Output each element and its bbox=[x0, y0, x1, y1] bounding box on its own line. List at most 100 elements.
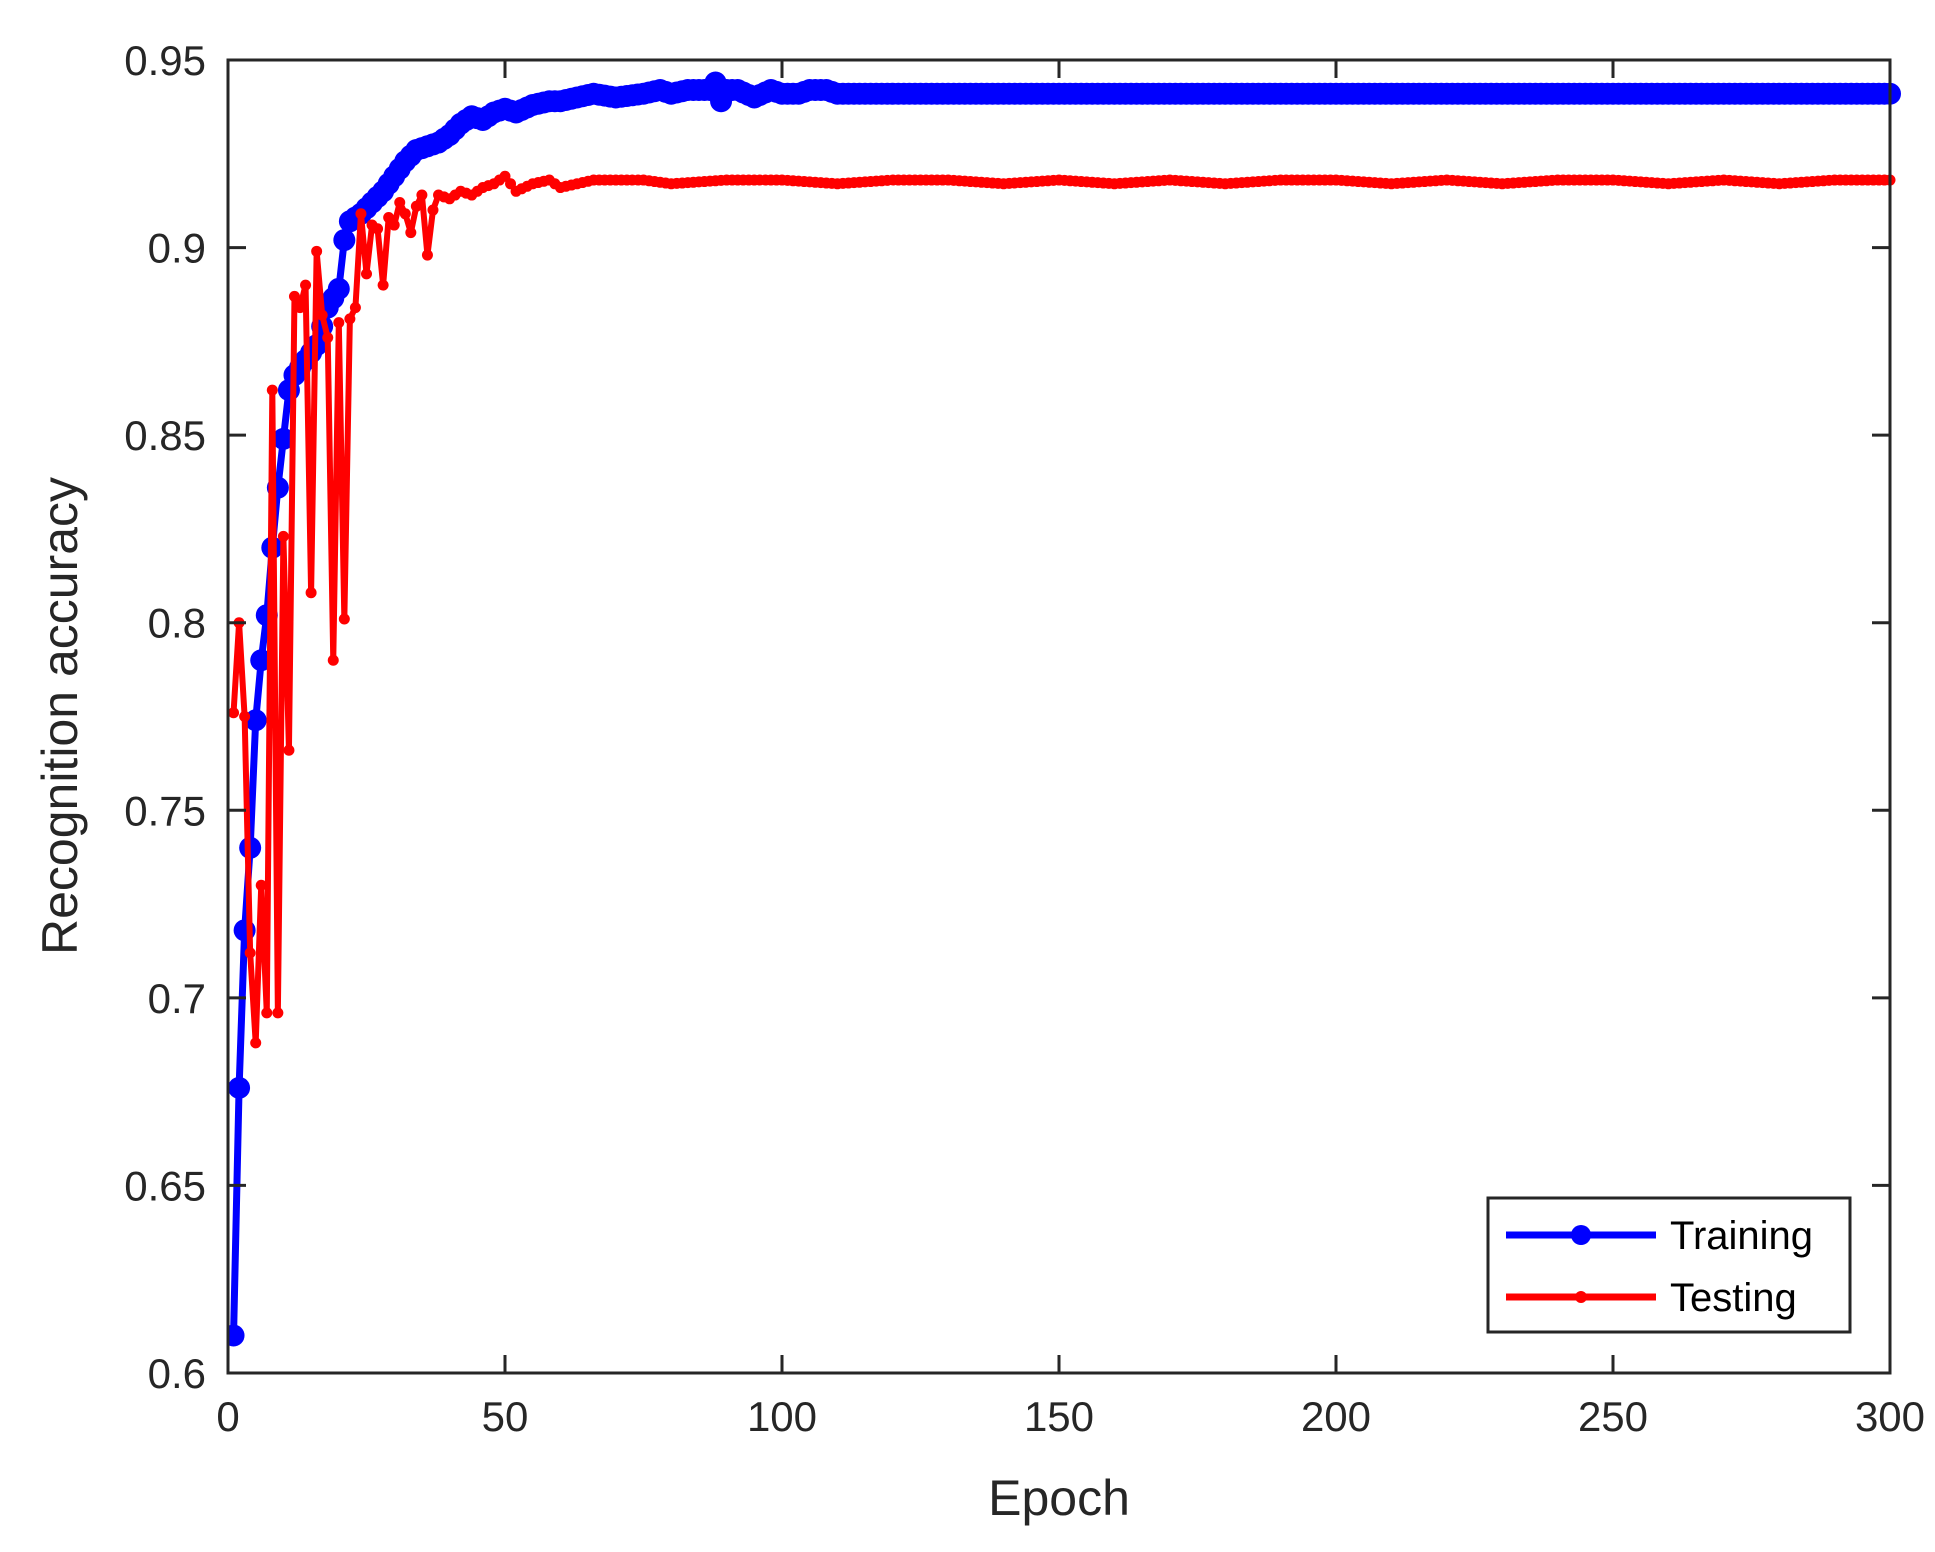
data-point-testing bbox=[438, 191, 450, 203]
data-point-testing bbox=[405, 227, 417, 239]
x-axis-title: Epoch bbox=[988, 1470, 1130, 1526]
data-point-testing bbox=[471, 185, 483, 197]
x-tick-label: 200 bbox=[1301, 1393, 1371, 1440]
data-point-testing bbox=[521, 180, 533, 192]
x-tick-label: 0 bbox=[216, 1393, 239, 1440]
data-point-testing bbox=[582, 175, 594, 187]
data-point-testing bbox=[266, 384, 278, 396]
data-point-training bbox=[322, 287, 345, 310]
x-tick-label: 50 bbox=[482, 1393, 529, 1440]
data-point-testing bbox=[770, 174, 782, 186]
y-tick-label: 0.95 bbox=[124, 37, 206, 84]
data-point-testing bbox=[1768, 177, 1780, 189]
data-point-testing bbox=[1435, 174, 1447, 186]
series-layer bbox=[228, 71, 1901, 1347]
data-point-testing bbox=[383, 212, 395, 224]
data-point-testing bbox=[399, 208, 411, 220]
data-point-training bbox=[272, 427, 295, 450]
y-tick-label: 0.6 bbox=[148, 1350, 206, 1397]
data-point-training bbox=[228, 1324, 245, 1347]
data-point-training bbox=[250, 649, 273, 672]
data-point-testing bbox=[460, 187, 472, 199]
data-point-testing bbox=[1712, 174, 1724, 186]
y-tick-label: 0.7 bbox=[148, 975, 206, 1022]
plot-background bbox=[228, 60, 1890, 1373]
data-point-training bbox=[377, 172, 400, 195]
y-axis-title: Recognition accuracy bbox=[32, 477, 88, 955]
data-point-testing bbox=[244, 947, 256, 959]
data-point-training bbox=[228, 1076, 251, 1099]
data-point-testing bbox=[338, 613, 350, 625]
data-point-testing bbox=[505, 178, 517, 190]
data-point-testing bbox=[377, 279, 389, 291]
data-point-testing bbox=[361, 268, 372, 280]
data-point-testing bbox=[311, 245, 323, 257]
data-point-testing bbox=[410, 200, 422, 212]
data-point-testing bbox=[1380, 177, 1392, 189]
data-point-testing bbox=[660, 177, 672, 189]
legend-marker-training bbox=[1571, 1225, 1591, 1245]
data-point-testing bbox=[449, 189, 461, 201]
data-point-testing bbox=[1601, 174, 1613, 186]
data-point-testing bbox=[294, 302, 306, 314]
data-point-testing bbox=[482, 180, 494, 192]
data-point-testing bbox=[992, 177, 1004, 189]
data-point-testing bbox=[1491, 177, 1503, 189]
data-point-testing bbox=[1657, 177, 1669, 189]
y-tick-label: 0.65 bbox=[124, 1162, 206, 1209]
data-point-testing bbox=[372, 223, 384, 235]
data-point-testing bbox=[493, 174, 505, 186]
data-point-training bbox=[244, 709, 267, 732]
y-tick-label: 0.9 bbox=[148, 225, 206, 272]
data-point-testing bbox=[394, 197, 406, 209]
y-tick-label: 0.75 bbox=[124, 787, 206, 834]
data-point-testing bbox=[283, 744, 295, 756]
data-point-testing bbox=[344, 313, 356, 325]
x-tick-label: 150 bbox=[1024, 1393, 1094, 1440]
data-point-testing bbox=[349, 302, 361, 314]
data-point-training bbox=[300, 341, 323, 364]
x-tick-label: 250 bbox=[1578, 1393, 1648, 1440]
data-point-testing bbox=[1546, 174, 1558, 186]
data-point-testing bbox=[427, 204, 439, 216]
data-point-testing bbox=[416, 189, 428, 201]
legend-marker-testing bbox=[1575, 1291, 1587, 1303]
x-tick-label: 100 bbox=[747, 1393, 817, 1440]
data-point-testing bbox=[288, 290, 300, 302]
data-point-testing bbox=[1324, 174, 1336, 186]
data-point-training bbox=[693, 79, 716, 102]
legend-label-training: Training bbox=[1670, 1214, 1813, 1258]
data-point-testing bbox=[1269, 174, 1281, 186]
data-point-testing bbox=[355, 208, 367, 220]
y-tick-label: 0.8 bbox=[148, 600, 206, 647]
data-point-testing bbox=[937, 174, 949, 186]
data-point-testing bbox=[604, 174, 616, 186]
data-point-testing bbox=[565, 179, 577, 191]
data-point-training bbox=[333, 229, 356, 252]
data-point-testing bbox=[715, 174, 727, 186]
data-point-testing bbox=[239, 711, 251, 722]
data-point-testing bbox=[538, 175, 550, 187]
data-point-testing bbox=[277, 530, 289, 542]
data-point-testing bbox=[421, 249, 433, 261]
data-point-testing bbox=[300, 279, 312, 291]
data-point-testing bbox=[1158, 174, 1170, 186]
tick-labels-layer: 0 50 100 150 200 250 300 0.6 0.65 0.7 0.75 0.8 0.85 0… bbox=[124, 37, 1925, 1440]
data-point-testing bbox=[327, 654, 339, 666]
data-point-testing bbox=[826, 177, 838, 189]
data-point-testing bbox=[388, 219, 400, 231]
legend: Training Testing bbox=[1486, 1196, 1852, 1334]
data-point-testing bbox=[632, 174, 644, 186]
data-point-testing bbox=[1103, 177, 1115, 189]
data-point-testing bbox=[261, 1007, 273, 1019]
data-point-testing bbox=[250, 1037, 262, 1049]
x-tick-label: 300 bbox=[1855, 1393, 1925, 1440]
data-point-testing bbox=[322, 332, 334, 344]
data-point-testing bbox=[272, 1007, 284, 1019]
legend-label-testing: Testing bbox=[1670, 1276, 1797, 1320]
data-point-testing bbox=[1047, 174, 1059, 186]
data-point-testing bbox=[1878, 174, 1890, 186]
data-point-testing bbox=[255, 879, 267, 891]
legend-box bbox=[1486, 1196, 1852, 1334]
